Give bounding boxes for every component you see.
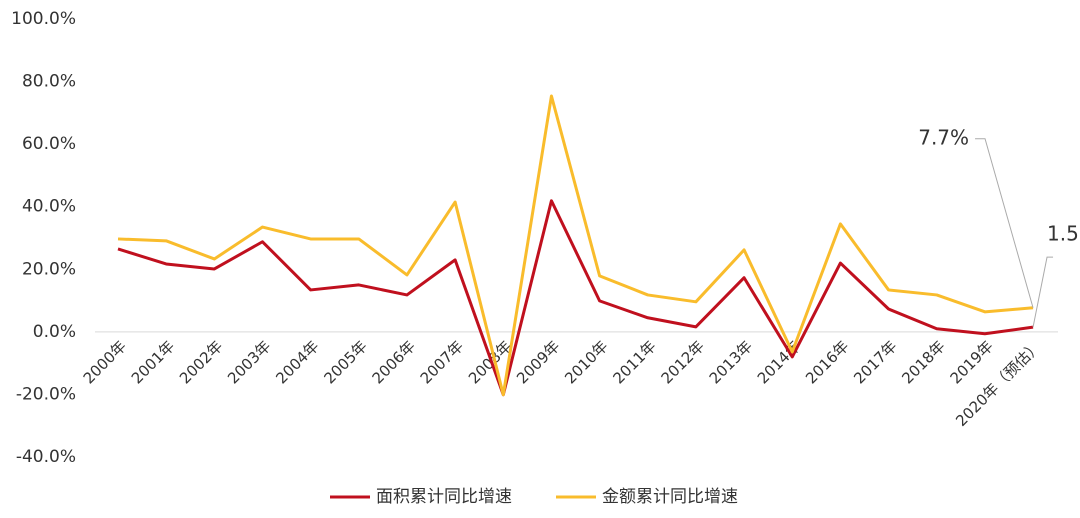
series-line (117, 199, 1034, 397)
x-tick-label: 2004年 (272, 337, 322, 387)
legend-label: 金额累计同比增速 (602, 487, 738, 507)
x-tick-label: 2009年 (513, 337, 563, 387)
y-tick-label: 40.0% (22, 197, 76, 217)
x-tick-label: 2011年 (609, 337, 659, 387)
x-tick-label: 2018年 (898, 337, 948, 387)
x-tick-label: 2013年 (706, 337, 756, 387)
data-label: 7.7% (918, 125, 969, 149)
x-tick-label: 2001年 (128, 337, 178, 387)
y-tick-label: -40.0% (16, 447, 76, 467)
series-line (117, 94, 1034, 397)
y-tick-label: 20.0% (22, 259, 76, 279)
x-tick-label: 2016年 (802, 337, 852, 387)
data-label: 1.5% (1047, 222, 1080, 246)
x-tick-label: 2000年 (80, 337, 130, 387)
y-tick-label: 60.0% (22, 134, 76, 154)
y-tick-label: 0.0% (33, 322, 76, 342)
x-tick-label: 2002年 (176, 337, 226, 387)
x-tick-label: 2012年 (658, 337, 708, 387)
y-tick-label: -20.0% (16, 384, 76, 404)
leader-line (975, 138, 1034, 308)
x-tick-label: 2020年（预估） (952, 337, 1045, 430)
x-tick-label: 2010年 (561, 337, 611, 387)
y-tick-label: 100.0% (11, 9, 76, 29)
x-tick-label: 2006年 (369, 337, 419, 387)
x-tick-label: 2007年 (417, 337, 467, 387)
legend-label: 面积累计同比增速 (376, 487, 512, 507)
x-tick-label: 2017年 (850, 337, 900, 387)
leader-line (1032, 256, 1054, 328)
x-tick-label: 2003年 (224, 337, 274, 387)
y-tick-label: 80.0% (22, 72, 76, 92)
x-tick-label: 2005年 (320, 337, 370, 387)
x-tick-label: 2014年 (754, 337, 804, 387)
